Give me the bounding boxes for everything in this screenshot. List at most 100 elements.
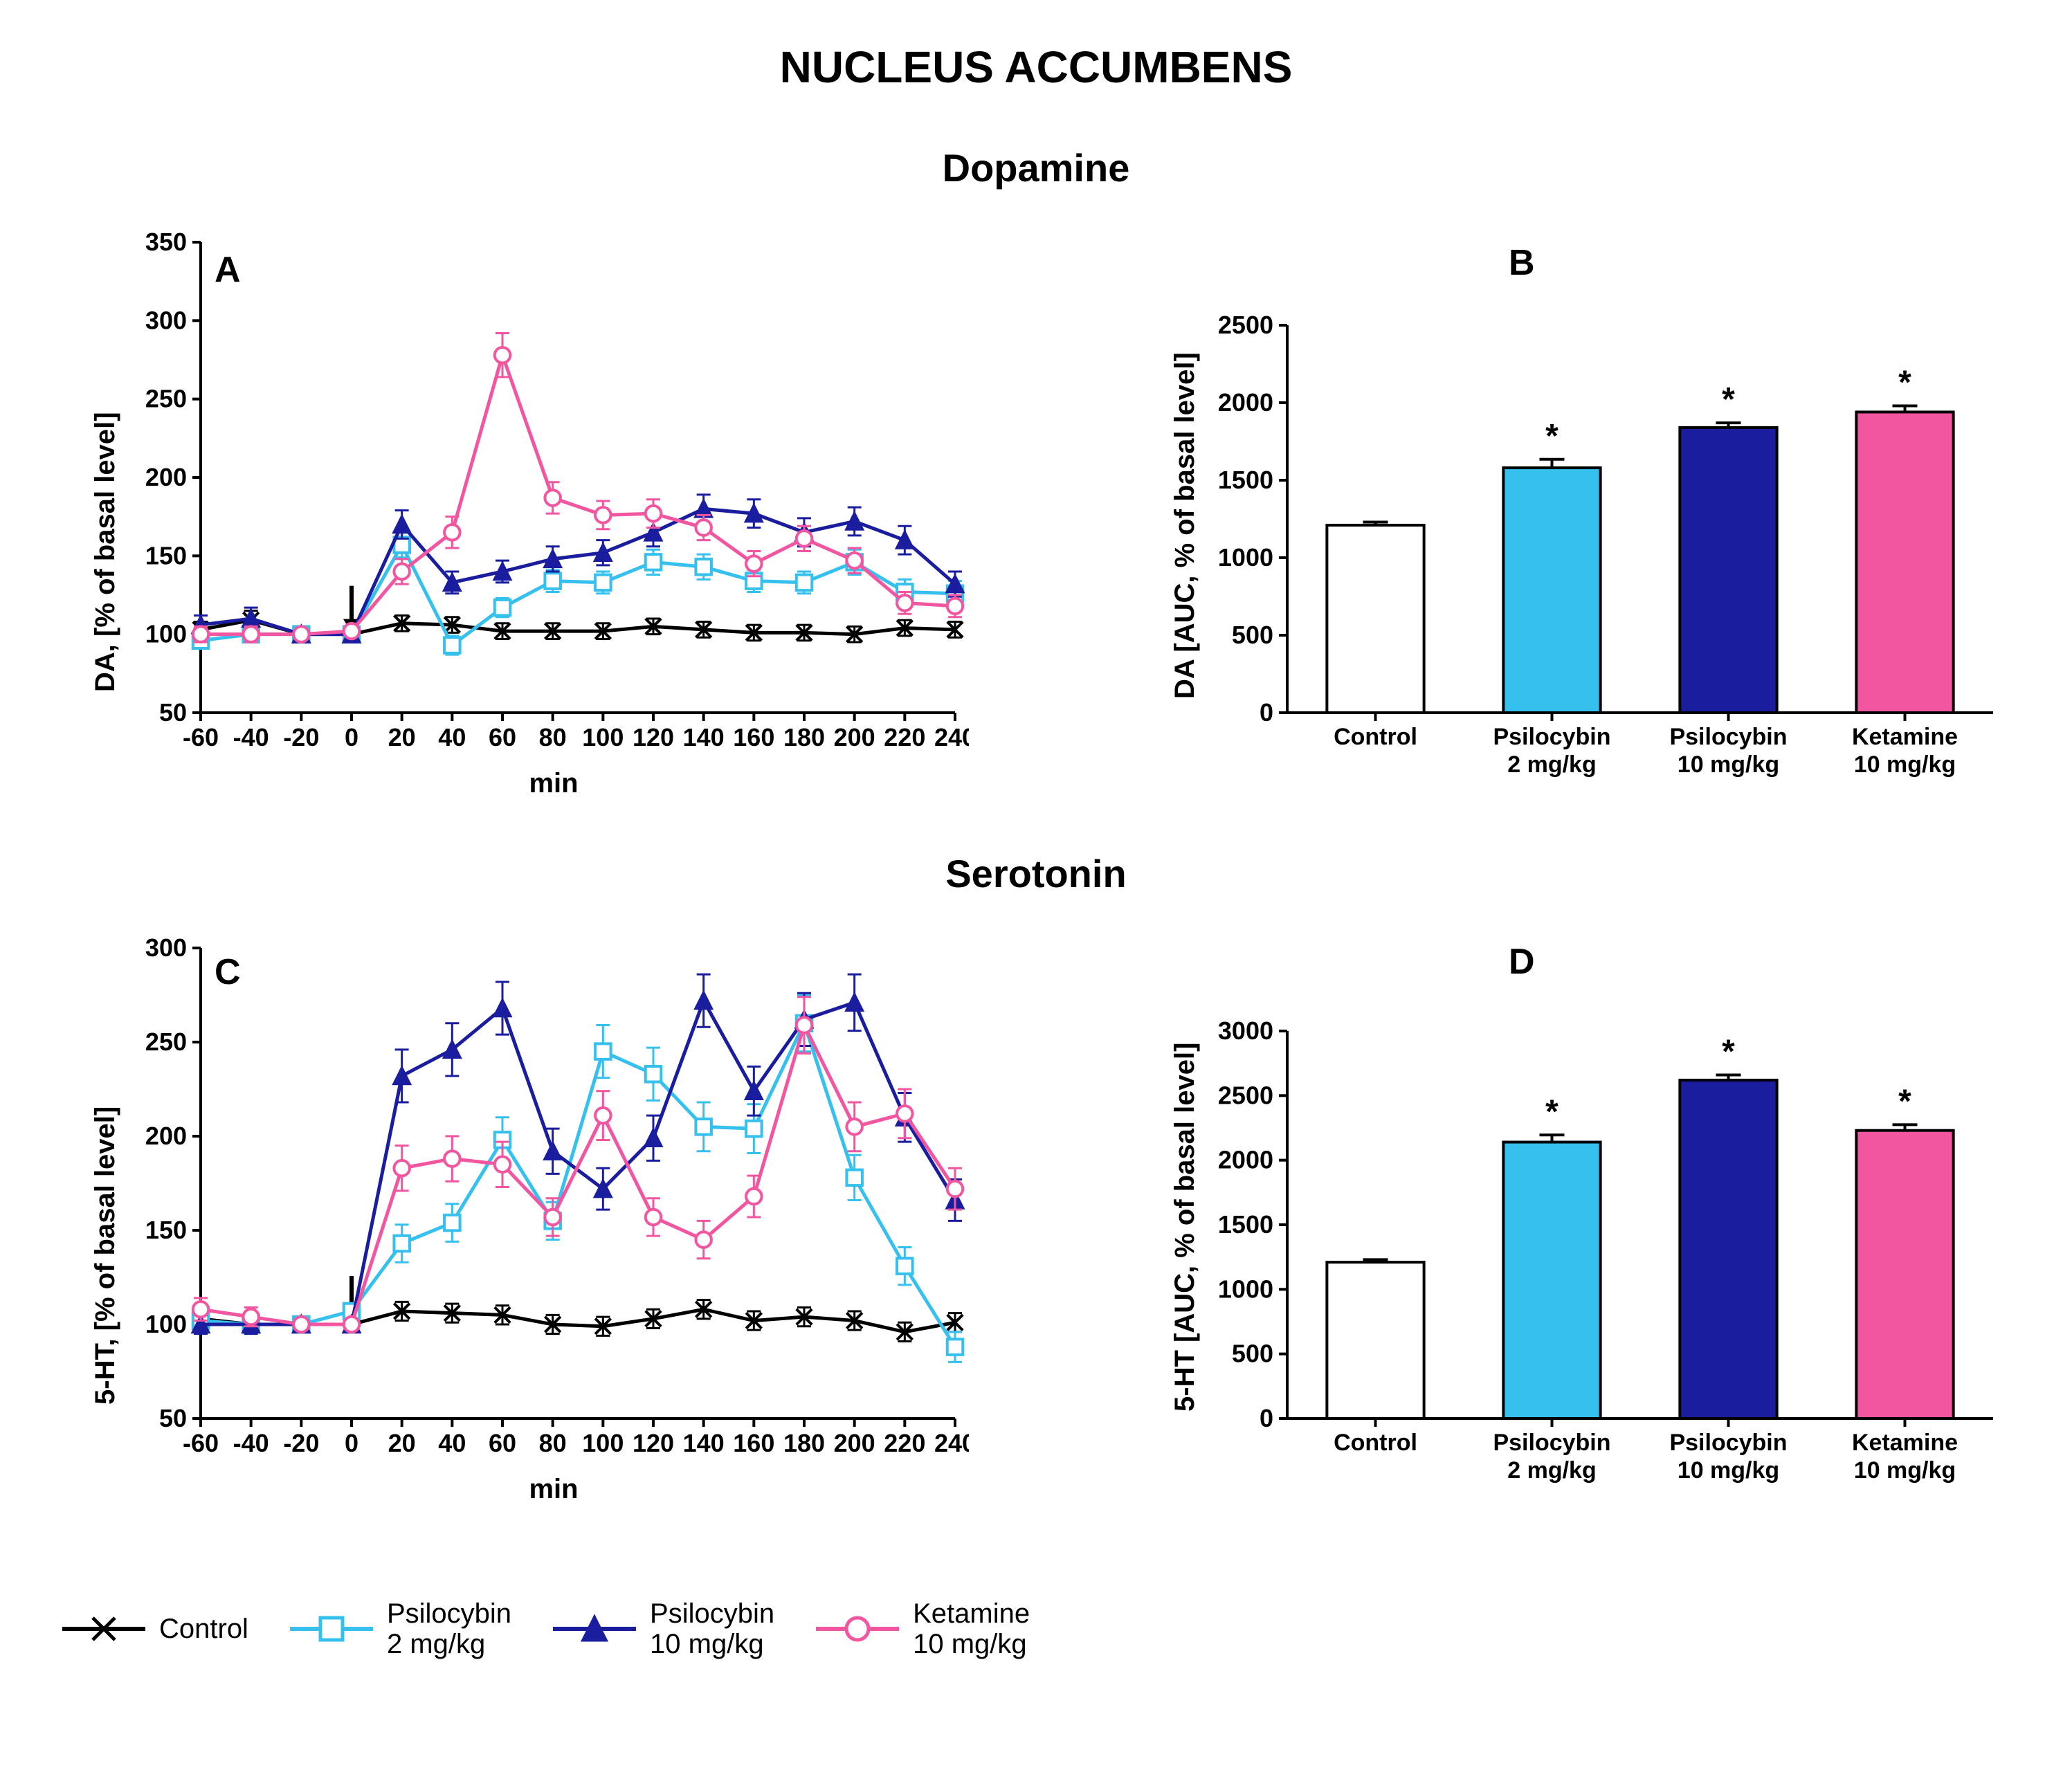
svg-text:40: 40 [438, 723, 466, 751]
svg-text:2 mg/kg: 2 mg/kg [1507, 1457, 1596, 1484]
svg-text:2500: 2500 [1218, 311, 1273, 339]
svg-text:200: 200 [145, 1122, 187, 1150]
svg-text:0: 0 [1260, 698, 1273, 727]
panel-c-ylabel: 5-HT, [% of basal level] [90, 1106, 121, 1405]
svg-text:-60: -60 [183, 1429, 219, 1457]
svg-text:-20: -20 [283, 723, 319, 751]
svg-text:2000: 2000 [1218, 1146, 1273, 1174]
legend-swatch-psilo10 [553, 1608, 636, 1650]
svg-text:300: 300 [145, 934, 187, 962]
svg-text:300: 300 [145, 306, 187, 334]
svg-text:*: * [1545, 1093, 1558, 1130]
svg-text:1500: 1500 [1218, 1210, 1273, 1239]
legend-item-psilo10: Psilocybin 10 mg/kg [553, 1598, 774, 1659]
page-title: NUCLEUS ACCUMBENS [0, 42, 2072, 93]
svg-text:140: 140 [683, 723, 725, 751]
svg-text:220: 220 [884, 723, 925, 751]
svg-text:Control: Control [1334, 1430, 1417, 1456]
svg-text:240: 240 [934, 723, 969, 751]
legend-label: Psilocybin 2 mg/kg [387, 1598, 511, 1659]
panel-a-chart: 50 100 150 200 250 300 350 -60 -40 -20 0 20 40 60 80 10… [138, 228, 969, 768]
svg-text:200: 200 [834, 1429, 875, 1457]
svg-text:150: 150 [145, 541, 187, 569]
legend: Control Psilocybin 2 mg/kg Psilocybin 10… [62, 1598, 1030, 1659]
svg-text:1000: 1000 [1218, 1275, 1273, 1303]
panel-a-ylabel: DA, [% of basal level] [90, 412, 121, 692]
svg-text:100: 100 [145, 1310, 187, 1338]
svg-text:60: 60 [489, 1429, 516, 1457]
svg-text:1000: 1000 [1218, 543, 1273, 572]
svg-text:100: 100 [582, 1429, 624, 1457]
svg-text:Psilocybin: Psilocybin [1669, 724, 1787, 750]
svg-text:20: 20 [388, 1429, 416, 1457]
svg-text:1500: 1500 [1218, 466, 1273, 494]
legend-swatch-psilo2 [290, 1608, 373, 1650]
svg-text:80: 80 [539, 723, 567, 751]
svg-text:Ketamine: Ketamine [1852, 1430, 1958, 1456]
panel-a-xlabel: min [138, 768, 969, 799]
svg-text:-20: -20 [283, 1429, 319, 1457]
svg-text:*: * [1545, 418, 1558, 455]
svg-text:240: 240 [934, 1429, 969, 1457]
svg-text:2 mg/kg: 2 mg/kg [1507, 751, 1596, 778]
svg-text:80: 80 [539, 1429, 567, 1457]
svg-text:100: 100 [145, 620, 187, 648]
svg-text:220: 220 [884, 1429, 925, 1457]
svg-text:250: 250 [145, 1028, 187, 1056]
svg-text:Psilocybin: Psilocybin [1493, 724, 1610, 750]
legend-item-ketamine: Ketamine 10 mg/kg [816, 1598, 1030, 1659]
svg-text:180: 180 [783, 1429, 825, 1457]
panel-c-chart: 50100150200250300-60-40-2002040608010012… [138, 934, 969, 1474]
svg-text:40: 40 [438, 1429, 466, 1457]
svg-text:120: 120 [633, 723, 674, 751]
svg-text:200: 200 [145, 463, 187, 491]
svg-text:-60: -60 [183, 723, 219, 751]
svg-text:-40: -40 [233, 723, 269, 751]
svg-text:Control: Control [1334, 724, 1417, 750]
svg-text:Psilocybin: Psilocybin [1669, 1430, 1787, 1456]
svg-text:140: 140 [683, 1429, 725, 1457]
svg-text:2500: 2500 [1218, 1081, 1273, 1109]
svg-text:250: 250 [145, 385, 187, 413]
legend-label: Psilocybin 10 mg/kg [650, 1598, 774, 1659]
panel-b-ylabel: DA [AUC, % of basal level] [1170, 352, 1201, 699]
svg-text:0: 0 [345, 723, 358, 751]
svg-text:160: 160 [733, 723, 774, 751]
legend-label: Ketamine 10 mg/kg [913, 1598, 1030, 1659]
svg-text:200: 200 [834, 723, 875, 751]
svg-text:0: 0 [345, 1429, 358, 1457]
svg-text:100: 100 [582, 723, 624, 751]
svg-text:Psilocybin: Psilocybin [1493, 1430, 1610, 1456]
svg-text:*: * [1722, 381, 1735, 418]
svg-text:50: 50 [159, 698, 187, 727]
panel-b-chart: 05001000150020002500Control*Psilocybin2 … [1211, 304, 2007, 803]
svg-text:Ketamine: Ketamine [1852, 724, 1958, 750]
svg-text:3000: 3000 [1218, 1016, 1273, 1045]
svg-text:160: 160 [733, 1429, 774, 1457]
svg-text:0: 0 [1260, 1404, 1273, 1432]
legend-swatch-ketamine [816, 1608, 899, 1650]
svg-text:350: 350 [145, 228, 187, 256]
legend-swatch-control [62, 1608, 145, 1650]
svg-text:500: 500 [1232, 621, 1273, 649]
svg-text:50: 50 [159, 1404, 187, 1432]
svg-text:2000: 2000 [1218, 388, 1273, 417]
panel-b-label: B [1509, 242, 1535, 284]
panel-d-ylabel: 5-HT [AUC, % of basal level] [1170, 1043, 1201, 1412]
section-title-serotonin: Serotonin [0, 851, 2072, 896]
legend-item-control: Control [62, 1608, 248, 1650]
legend-item-psilo2: Psilocybin 2 mg/kg [290, 1598, 511, 1659]
svg-text:*: * [1722, 1033, 1735, 1070]
svg-text:10 mg/kg: 10 mg/kg [1678, 751, 1779, 778]
svg-text:20: 20 [388, 723, 416, 751]
section-title-dopamine: Dopamine [0, 145, 2072, 190]
svg-text:60: 60 [489, 723, 516, 751]
panel-d-label: D [1509, 941, 1535, 983]
svg-text:*: * [1898, 364, 1911, 401]
svg-text:500: 500 [1232, 1340, 1273, 1368]
svg-text:10 mg/kg: 10 mg/kg [1678, 1457, 1779, 1484]
svg-text:*: * [1898, 1083, 1911, 1120]
svg-text:10 mg/kg: 10 mg/kg [1854, 1457, 1956, 1484]
svg-text:-40: -40 [233, 1429, 269, 1457]
svg-text:180: 180 [783, 723, 825, 751]
